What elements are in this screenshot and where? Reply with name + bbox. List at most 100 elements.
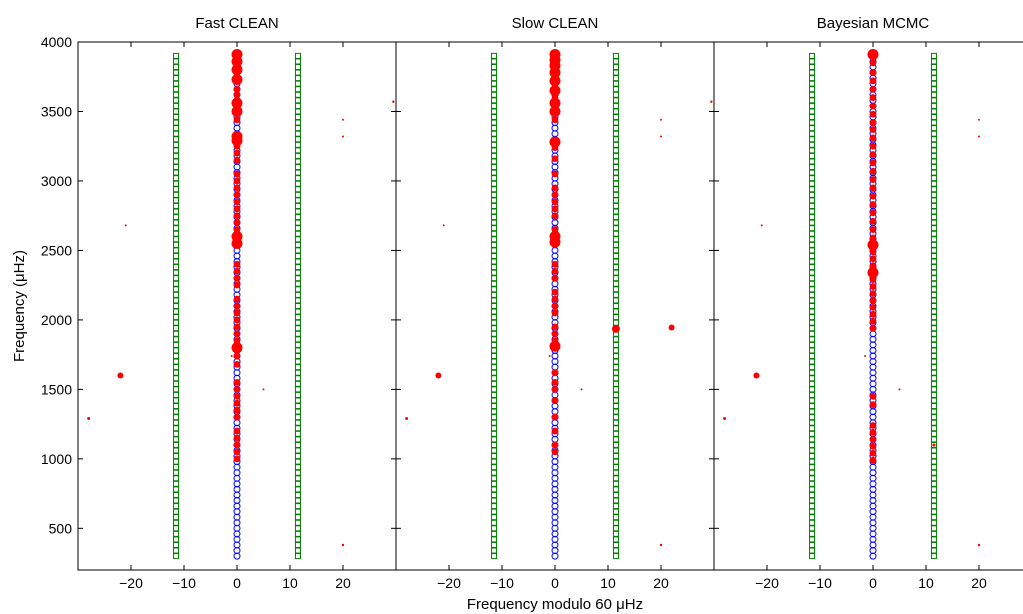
reference-square-mark [930, 553, 937, 560]
reference-square-mark [612, 202, 619, 209]
reference-square-mark [612, 347, 619, 354]
x-tick-label: −10 [808, 575, 832, 591]
reference-square-mark [173, 280, 180, 287]
reference-square-mark [809, 486, 816, 493]
reference-square-mark [491, 158, 498, 165]
reference-square-mark [491, 58, 498, 65]
reference-square-mark [809, 419, 816, 426]
reference-square-mark [173, 491, 180, 498]
reference-square-mark [612, 353, 619, 360]
stray-point-mark [659, 543, 663, 547]
reference-square-mark [491, 553, 498, 560]
detected-point-mark [869, 226, 877, 233]
detected-point-mark [869, 422, 877, 429]
reference-square-mark [930, 275, 937, 282]
reference-square-mark [930, 258, 937, 265]
reference-square-mark [930, 380, 937, 387]
reference-square-mark [173, 91, 180, 98]
reference-square-mark [612, 225, 619, 232]
reference-square-mark [294, 308, 301, 315]
detected-point-mark [233, 191, 241, 199]
detected-point-mark [551, 330, 559, 338]
reference-square-mark [612, 486, 619, 493]
stray-point-mark [548, 355, 551, 358]
detected-point-mark [869, 276, 877, 283]
reference-square-mark [294, 125, 301, 132]
reference-square-mark [930, 108, 937, 115]
detected-point-mark [869, 119, 877, 126]
detected-point-mark [233, 406, 241, 414]
reference-square-mark [930, 330, 937, 337]
reference-square-mark [930, 336, 937, 343]
x-tick-label: 10 [918, 575, 934, 591]
reference-square-mark [809, 547, 816, 554]
reference-square-mark [294, 80, 301, 87]
reference-square-mark [294, 141, 301, 148]
reference-square-mark [809, 353, 816, 360]
reference-square-mark [491, 175, 498, 182]
reference-square-mark [491, 436, 498, 443]
reference-square-mark [294, 486, 301, 493]
detected-point-mark [869, 142, 877, 150]
reference-square-mark [294, 97, 301, 104]
reference-square-mark [173, 191, 180, 198]
reference-square-mark [491, 280, 498, 287]
reference-square-mark [930, 525, 937, 532]
reference-square-mark [491, 469, 498, 476]
reference-square-mark [612, 391, 619, 398]
reference-square-mark [809, 169, 816, 176]
detected-point-mark [869, 176, 877, 183]
detected-point-mark [551, 184, 559, 192]
detected-point-mark-large [549, 136, 561, 148]
detected-point-mark [233, 434, 241, 442]
reference-square-mark [491, 214, 498, 221]
reference-square-mark [173, 464, 180, 471]
reference-square-mark [491, 369, 498, 376]
reference-square-mark [930, 102, 937, 109]
detected-point-mark [551, 309, 559, 317]
reference-square-mark [294, 119, 301, 126]
reference-square-mark [930, 86, 937, 93]
reference-square-mark [491, 347, 498, 354]
reference-square-mark [294, 52, 301, 59]
reference-square-mark [930, 508, 937, 515]
reference-square-mark [491, 486, 498, 493]
detected-point-mark-large [231, 342, 243, 354]
detected-point-mark [233, 205, 241, 213]
stray-point-mark [230, 355, 233, 358]
detected-point-mark-large [867, 267, 879, 279]
reference-square-mark [173, 197, 180, 204]
reference-square-mark [809, 230, 816, 237]
detected-point-mark [551, 413, 559, 421]
reference-square-mark [612, 408, 619, 415]
detected-point-mark [551, 288, 559, 296]
reference-square-mark [809, 247, 816, 254]
detected-point-mark [869, 401, 877, 409]
reference-square-mark [491, 364, 498, 371]
reference-square-mark [809, 241, 816, 248]
reference-square-mark [612, 414, 619, 421]
detected-point-mark [233, 198, 241, 206]
reference-square-mark [173, 441, 180, 448]
reference-square-mark [809, 147, 816, 154]
reference-square-mark [930, 214, 937, 221]
reference-square-mark [612, 358, 619, 365]
reference-square-mark [491, 75, 498, 82]
detected-point-mark [869, 192, 877, 200]
reference-square-mark [173, 58, 180, 65]
detected-point-mark [869, 184, 877, 192]
reference-square-mark [173, 486, 180, 493]
reference-square-mark [294, 230, 301, 237]
reference-square-mark [173, 480, 180, 487]
reference-square-mark [809, 475, 816, 482]
detected-point-mark [869, 290, 877, 297]
reference-square-mark [809, 425, 816, 432]
stray-point-mark [392, 100, 395, 103]
reference-square-mark [930, 530, 937, 537]
reference-square-mark [809, 308, 816, 315]
reference-square-mark [809, 347, 816, 354]
detected-point-mark [869, 234, 877, 242]
reference-square-mark [612, 252, 619, 259]
reference-square-mark [809, 319, 816, 326]
reference-square-mark [930, 419, 937, 426]
